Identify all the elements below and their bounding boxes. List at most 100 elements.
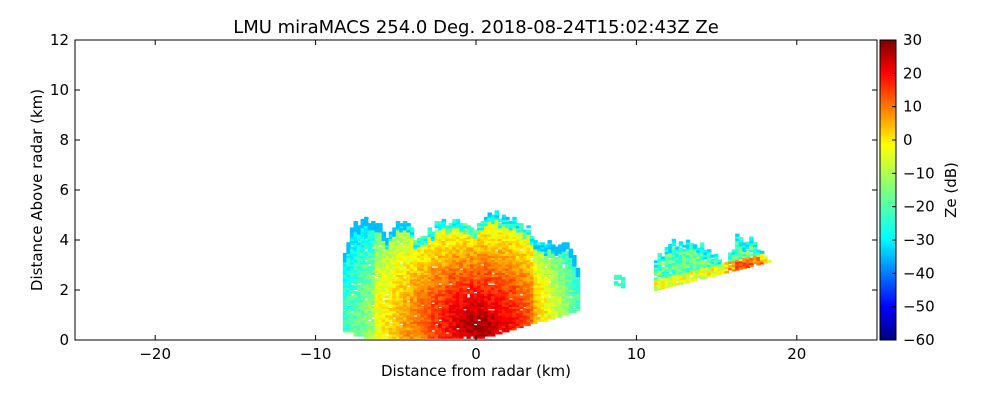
echo-cell xyxy=(498,320,503,324)
echo-cell xyxy=(515,235,521,239)
echo-cell xyxy=(480,269,485,273)
echo-cell xyxy=(455,223,461,227)
echo-cell xyxy=(413,299,418,303)
echo-cell xyxy=(399,286,404,290)
echo-cell xyxy=(349,325,355,329)
echo-cell xyxy=(392,235,397,239)
echo-cell xyxy=(512,310,517,314)
echo-cell xyxy=(349,284,355,288)
echo-cell xyxy=(508,267,514,271)
echo-cell xyxy=(392,257,397,261)
echo-cell xyxy=(522,267,528,271)
echo-cell xyxy=(501,286,507,290)
echo-cell xyxy=(445,314,450,318)
echo-cell xyxy=(459,289,464,292)
echo-cell xyxy=(533,252,538,256)
echo-cell xyxy=(533,299,538,303)
echo-cell xyxy=(551,308,556,312)
echo-cell xyxy=(438,238,443,241)
echo-cell xyxy=(558,295,563,299)
echo-cell xyxy=(462,329,468,333)
echo-cell xyxy=(540,299,545,303)
echo-cell xyxy=(526,289,531,292)
echo-cell xyxy=(357,327,362,331)
echo-cell xyxy=(399,250,404,254)
echo-cell xyxy=(696,273,701,277)
echo-cell xyxy=(515,261,521,265)
echo-cell xyxy=(417,333,422,337)
echo-cell xyxy=(406,263,411,267)
echo-cell xyxy=(554,286,559,290)
echo-cell xyxy=(367,282,372,286)
echo-cell xyxy=(505,329,510,333)
echo-cell xyxy=(565,289,570,292)
echo-cell xyxy=(699,276,705,280)
echo-cell xyxy=(367,259,372,263)
echo-cell xyxy=(696,249,701,253)
echo-cell xyxy=(378,318,383,322)
echo-cell xyxy=(399,263,404,267)
echo-cell xyxy=(367,295,372,299)
echo-cell xyxy=(413,327,418,331)
echo-cell xyxy=(420,289,425,292)
echo-cell xyxy=(462,229,468,233)
echo-cell xyxy=(427,269,432,273)
echo-cell xyxy=(420,248,425,252)
echo-cell xyxy=(473,293,478,297)
echo-cell xyxy=(484,289,489,292)
echo-cell xyxy=(515,225,521,229)
echo-cell xyxy=(498,265,503,269)
y-tick-label: 12 xyxy=(50,31,69,49)
echo-cell xyxy=(420,278,425,282)
echo-cell xyxy=(357,303,362,307)
echo-cell xyxy=(349,240,355,244)
echo-cell xyxy=(452,329,457,333)
echo-cell xyxy=(664,255,669,259)
echo-cell xyxy=(364,246,369,250)
echo-cell xyxy=(508,289,514,292)
echo-cell xyxy=(494,210,499,214)
echo-cell xyxy=(572,257,577,261)
echo-cell xyxy=(346,265,351,269)
echo-cell xyxy=(357,329,362,333)
echo-cell xyxy=(455,272,461,275)
echo-cell xyxy=(455,267,461,271)
echo-cell xyxy=(455,314,461,318)
echo-cell xyxy=(657,257,662,261)
echo-cell xyxy=(498,229,503,233)
echo-cell xyxy=(512,233,517,237)
echo-cell xyxy=(529,267,535,271)
echo-cell xyxy=(675,272,680,275)
echo-cell xyxy=(406,246,411,250)
echo-cell xyxy=(360,278,365,282)
echo-cell xyxy=(406,269,411,273)
echo-cell xyxy=(558,310,563,314)
echo-cell xyxy=(392,295,397,299)
echo-cell xyxy=(526,252,531,256)
echo-cell xyxy=(427,295,432,299)
echo-cell xyxy=(675,267,680,271)
echo-cell xyxy=(420,333,425,337)
echo-cell xyxy=(540,318,545,322)
echo-cell xyxy=(364,276,369,280)
echo-cell xyxy=(565,246,570,250)
echo-cell xyxy=(364,272,369,275)
echo-cell xyxy=(526,272,531,275)
echo-cell xyxy=(402,310,408,314)
echo-cell xyxy=(512,312,517,316)
echo-cell xyxy=(374,289,379,292)
echo-cell xyxy=(413,289,418,292)
echo-cell xyxy=(494,235,499,239)
echo-cell xyxy=(431,303,436,307)
echo-cell xyxy=(654,281,659,285)
echo-cell xyxy=(441,293,447,297)
echo-cell xyxy=(484,227,489,231)
echo-cell xyxy=(459,286,464,290)
echo-cell xyxy=(501,263,507,267)
echo-cell xyxy=(371,223,376,227)
echo-cell xyxy=(664,272,669,276)
echo-cell xyxy=(540,293,545,297)
echo-cell xyxy=(434,293,439,297)
echo-cell xyxy=(657,278,662,282)
echo-cell xyxy=(551,297,556,301)
